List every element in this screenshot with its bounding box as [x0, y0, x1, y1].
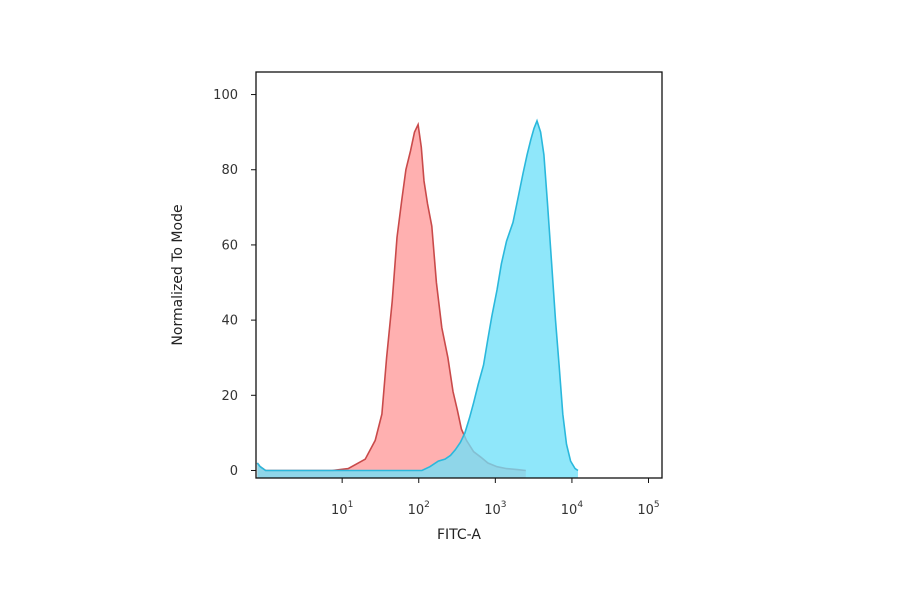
y-axis: 0 20 40 60 80 100: [213, 88, 256, 479]
series-1-area: [257, 124, 526, 478]
x-axis: 101 102 103 104 105: [331, 478, 660, 518]
x-tick-label: 103: [484, 500, 506, 518]
y-tick-label: 40: [221, 314, 238, 329]
x-tick-label: 102: [408, 500, 430, 518]
x-tick-label: 104: [561, 500, 584, 518]
x-tick-label: 101: [331, 500, 353, 518]
plot-frame: [255, 71, 663, 479]
x-axis-title: FITC-A: [437, 527, 481, 543]
y-tick-label: 80: [221, 163, 238, 178]
y-tick-label: 100: [213, 88, 238, 103]
series-2-area: [257, 120, 578, 479]
series-2-line: [256, 118, 579, 472]
y-axis-title: Normalized To Mode: [170, 204, 186, 345]
y-tick-label: 20: [221, 389, 238, 404]
y-tick-label: 60: [221, 238, 238, 253]
series-layer: [256, 118, 579, 479]
x-tick-label: 105: [637, 500, 659, 518]
y-tick-label: 0: [230, 464, 238, 479]
